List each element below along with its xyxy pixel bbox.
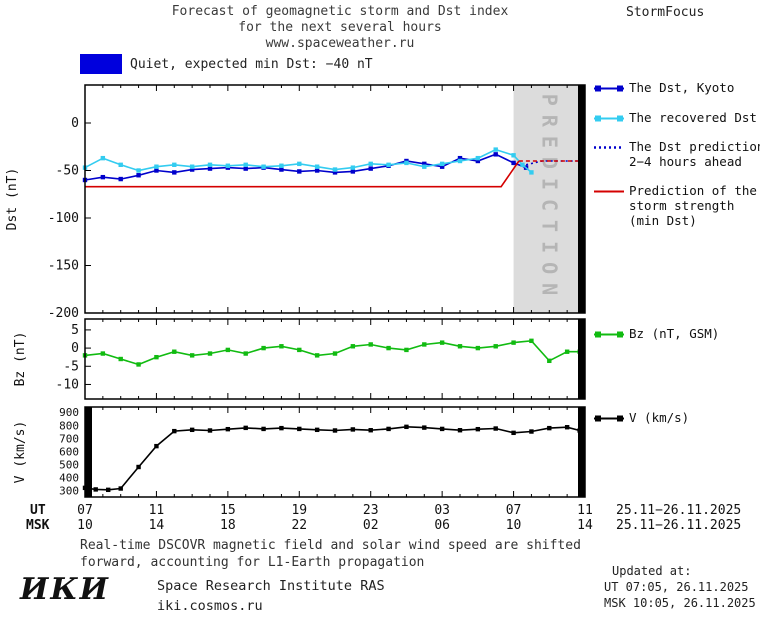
legend-storm-strength-line1: Prediction of the — [629, 183, 757, 198]
v-line-icon — [594, 415, 624, 422]
legend-dst-prediction: The Dst prediction 2−4 hours ahead — [594, 139, 760, 169]
svg-text:18: 18 — [220, 518, 236, 533]
svg-text:-100: -100 — [48, 211, 79, 226]
svg-text:19: 19 — [291, 503, 307, 518]
bz-panel: 5 0 -5 -10 Bz (nT) — [13, 318, 586, 400]
svg-text:800: 800 — [59, 419, 79, 432]
svg-text:900: 900 — [59, 406, 79, 419]
time-axis-labels: 07101114151819222302030607101114UTMSK25.… — [26, 503, 741, 533]
svg-text:22: 22 — [291, 518, 307, 533]
series-dst — [85, 160, 520, 188]
svg-text:-50: -50 — [56, 164, 79, 179]
svg-text:300: 300 — [59, 484, 79, 497]
dst-kyoto-line-icon — [594, 85, 624, 92]
legend-storm-strength-line2: storm strength — [629, 198, 735, 213]
updated-at-msk: MSK 10:05, 26.11.2025 — [604, 596, 756, 610]
prediction-band-label: PREDICTION — [537, 94, 561, 304]
date-range-ut: 25.11−26.11.2025 — [616, 503, 741, 518]
svg-text:10: 10 — [77, 518, 93, 533]
legend-dst-prediction-line1: The Dst prediction — [629, 139, 760, 154]
svg-text:06: 06 — [434, 518, 450, 533]
svg-text:500: 500 — [59, 458, 79, 471]
series-v — [84, 425, 580, 491]
prediction-band — [513, 85, 585, 313]
svg-text:11: 11 — [577, 503, 593, 518]
institute-site-link: iki.cosmos.ru — [157, 598, 263, 614]
stormfocus-brand: StormFocus — [626, 5, 705, 20]
title-line1: Forecast of geomagnetic storm and Dst in… — [171, 4, 509, 19]
svg-text:14: 14 — [149, 518, 165, 533]
svg-text:23: 23 — [363, 503, 379, 518]
msk-row-label: MSK — [26, 518, 50, 533]
updated-at-block: Updated at: UT 07:05, 26.11.2025 MSK 10:… — [604, 563, 756, 611]
legend-bz-label: Bz (nT, GSM) — [629, 326, 720, 341]
date-range-msk: 25.11−26.11.2025 — [616, 518, 741, 533]
svg-text:15: 15 — [220, 503, 236, 518]
legend-dst-kyoto-label: The Dst, Kyoto — [629, 80, 735, 95]
legend-v: V (km/s) — [594, 410, 760, 425]
series-dst — [84, 153, 527, 181]
svg-text:-10: -10 — [56, 377, 79, 392]
series-bz — [84, 339, 580, 366]
status-banner-label: Quiet, expected min Dst: −40 nT — [130, 56, 373, 72]
legend-dst-kyoto: The Dst, Kyoto — [594, 80, 760, 95]
legend-storm-strength-line3: (min Dst) — [629, 213, 697, 228]
chart-title: Forecast of geomagnetic storm and Dst in… — [0, 4, 680, 52]
svg-text:-5: -5 — [63, 359, 79, 374]
legend-bz: Bz (nT, GSM) — [594, 326, 760, 341]
dst-prediction-dotted-line-icon — [594, 146, 624, 149]
bz-line-icon — [594, 331, 624, 338]
bz-axis-title: Bz (nT) — [13, 332, 28, 387]
svg-text:-150: -150 — [48, 259, 79, 274]
legend-recovered-dst-label: The recovered Dst — [629, 110, 757, 125]
svg-text:700: 700 — [59, 432, 79, 445]
updated-at-title: Updated at: — [612, 564, 692, 578]
legend-v-label: V (km/s) — [629, 410, 690, 425]
legend-storm-strength: Prediction of the storm strength (min Ds… — [594, 183, 760, 228]
quiet-swatch — [80, 54, 122, 74]
svg-text:03: 03 — [434, 503, 450, 518]
dst-panel: PREDICTION 0 -50 -100 -150 -200 Dst (nT) — [5, 84, 586, 321]
svg-text:0: 0 — [71, 341, 79, 356]
svg-text:5: 5 — [71, 323, 79, 338]
title-line2: for the next several hours — [238, 20, 442, 35]
series-dst — [84, 148, 532, 174]
svg-text:0: 0 — [71, 116, 79, 131]
legend-dst-prediction-line2: 2−4 hours ahead — [629, 154, 742, 169]
svg-text:-200: -200 — [48, 306, 79, 321]
legend-recovered-dst: The recovered Dst — [594, 110, 760, 125]
svg-text:02: 02 — [363, 518, 379, 533]
updated-at-ut: UT 07:05, 26.11.2025 — [604, 580, 749, 594]
footer-note-line2: forward, accounting for L1-Earth propaga… — [80, 555, 425, 570]
footer-note-line1: Real-time DSCOVR magnetic field and sola… — [80, 538, 581, 553]
institute-name: Space Research Institute RAS — [157, 578, 385, 594]
svg-text:07: 07 — [506, 503, 522, 518]
svg-text:600: 600 — [59, 445, 79, 458]
iki-logo: ИКИ — [20, 572, 110, 607]
ut-row-label: UT — [30, 503, 46, 518]
svg-text:14: 14 — [577, 518, 593, 533]
storm-strength-line-icon — [594, 190, 624, 193]
recovered-dst-line-icon — [594, 115, 624, 122]
svg-text:07: 07 — [77, 503, 93, 518]
svg-text:10: 10 — [506, 518, 522, 533]
dst-axis-title: Dst (nT) — [5, 168, 20, 231]
title-line3: www.spaceweather.ru — [265, 36, 415, 51]
v-axis-title: V (km/s) — [13, 421, 28, 484]
svg-text:11: 11 — [149, 503, 165, 518]
status-banner: Quiet, expected min Dst: −40 nT — [80, 54, 373, 74]
svg-text:400: 400 — [59, 471, 79, 484]
